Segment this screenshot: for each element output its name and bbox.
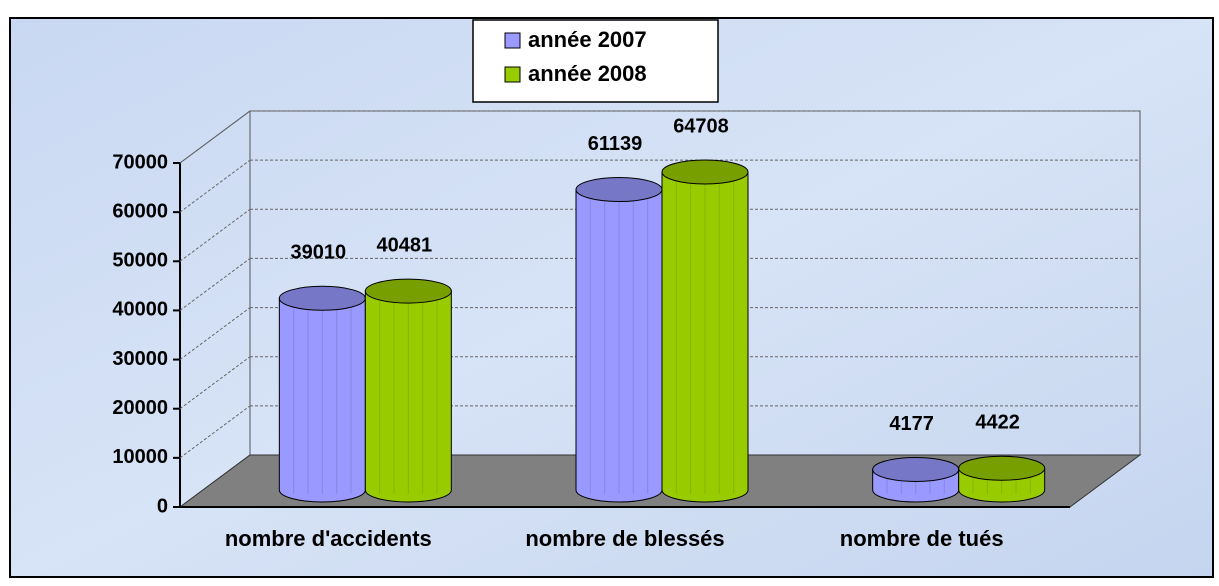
- x-tick-label: nombre de tués: [840, 526, 1004, 551]
- bar-top: [958, 455, 1046, 481]
- y-tick-label: 20000: [112, 397, 168, 419]
- grid-line: [179, 159, 251, 213]
- legend-swatch: [504, 66, 521, 83]
- y-tick-label: 10000: [112, 446, 168, 468]
- grid-line: [179, 356, 251, 410]
- y-tick-label: 70000: [112, 151, 168, 173]
- value-label: 64708: [673, 115, 729, 137]
- x-tick-label: nombre de blessés: [525, 526, 724, 551]
- value-label: 4177: [889, 413, 934, 435]
- bar: [872, 456, 960, 503]
- grid-line: [179, 258, 251, 311]
- bar: [364, 278, 452, 503]
- y-tick-label: 40000: [112, 299, 168, 321]
- y-tick-label: 60000: [112, 200, 168, 222]
- bar-top: [661, 159, 749, 185]
- y-tick-label: 0: [157, 495, 168, 517]
- grid-line: [179, 307, 251, 360]
- bar: [575, 177, 663, 503]
- legend-label: année 2008: [528, 61, 647, 86]
- value-label: 61139: [588, 133, 643, 155]
- x-tick-label: nombre d'accidents: [225, 526, 432, 551]
- value-label: 39010: [291, 242, 347, 264]
- bar: [278, 285, 366, 503]
- grid-line: [179, 208, 251, 262]
- bar: [958, 455, 1046, 503]
- bar-top: [575, 177, 663, 203]
- legend-swatch: [504, 32, 521, 49]
- grid-line: [179, 405, 251, 459]
- y-tick-label: 50000: [112, 250, 168, 272]
- value-label: 40481: [377, 234, 433, 256]
- y-tick-label: 30000: [112, 348, 168, 370]
- bar: [661, 159, 749, 503]
- grid-line: [179, 110, 251, 164]
- bar-top: [278, 285, 366, 311]
- value-label: 4422: [975, 412, 1020, 434]
- legend-label: année 2007: [528, 27, 647, 52]
- bar-top: [364, 278, 452, 304]
- bar-top: [872, 456, 960, 482]
